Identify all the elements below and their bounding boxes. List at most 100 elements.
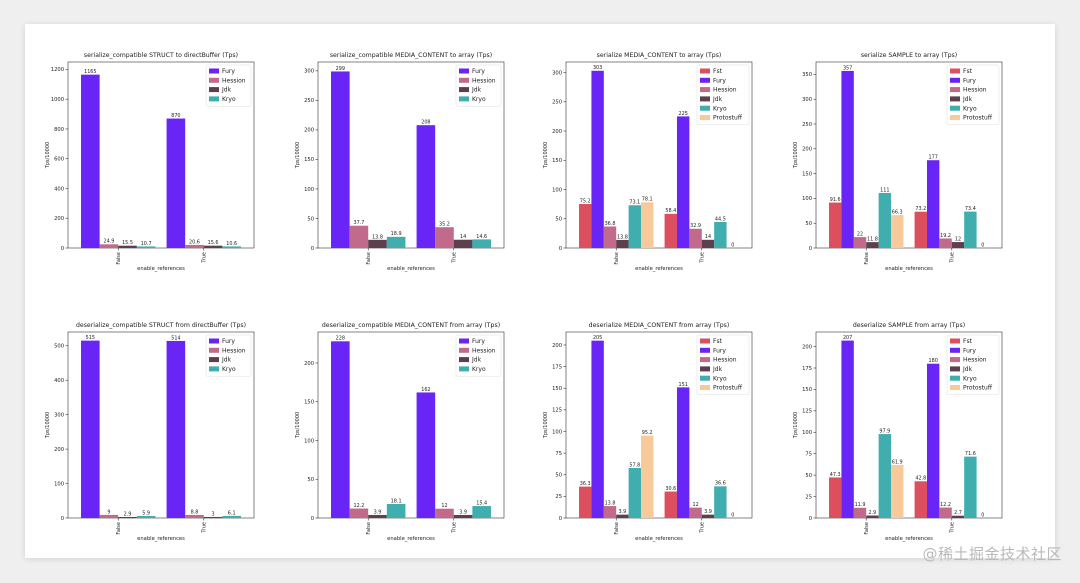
y-tick-label: 50 bbox=[307, 477, 314, 483]
x-axis-label: enable_references bbox=[635, 266, 683, 272]
chart-title: serialize_compatible STRUCT to directBuf… bbox=[84, 52, 238, 59]
data-label: 0 bbox=[981, 242, 984, 248]
y-tick-label: 300 bbox=[552, 70, 562, 76]
bar-hession-true bbox=[689, 507, 702, 518]
bar-jdk-false bbox=[368, 239, 387, 248]
legend-label-hession: Hession bbox=[713, 357, 737, 364]
y-tick-label: 600 bbox=[54, 157, 64, 163]
legend-swatch-fst bbox=[950, 68, 960, 74]
plot-frame bbox=[317, 61, 505, 249]
chart-svg: deserialize_compatible STRUCT from direc… bbox=[45, 322, 255, 542]
bar-jdk-false bbox=[368, 514, 387, 518]
legend-swatch-protostuff bbox=[700, 115, 710, 120]
bar-kryo-true bbox=[222, 515, 241, 518]
data-label: 20.6 bbox=[189, 239, 200, 245]
bar-hession-false bbox=[853, 237, 867, 248]
legend-swatch-jdk bbox=[209, 357, 219, 363]
legend-label-jdk: Jdk bbox=[962, 366, 973, 373]
bar-jdk-false bbox=[118, 517, 137, 518]
legend-label-kryo: Kryo bbox=[963, 375, 977, 382]
legend-label-protostuff: Protostuff bbox=[713, 385, 743, 392]
y-tick-label: 0 bbox=[61, 246, 64, 252]
bar-jdk-false bbox=[616, 239, 629, 248]
data-label: 180 bbox=[929, 358, 938, 364]
plot-frame bbox=[67, 61, 255, 249]
legend-swatch-hession bbox=[700, 357, 710, 363]
bar-kryo-false bbox=[628, 467, 642, 518]
data-label: 208 bbox=[421, 120, 430, 126]
y-tick-label: 175 bbox=[802, 366, 812, 372]
bar-fst-false bbox=[829, 202, 842, 248]
legend-swatch-fury bbox=[700, 77, 710, 83]
data-label: 205 bbox=[593, 335, 602, 341]
chart-deserialize-sample: deserialize SAMPLE from array (Tps) 0 25 50… bbox=[786, 320, 1012, 542]
data-label: 5.9 bbox=[142, 510, 150, 516]
data-label: 14 bbox=[460, 234, 466, 240]
y-tick-label: 0 bbox=[559, 246, 562, 252]
bar-hession-false bbox=[603, 226, 617, 248]
bar-fury-false bbox=[81, 74, 100, 248]
legend-label-kryo: Kryo bbox=[472, 366, 486, 373]
x-axis-label: enable_references bbox=[635, 536, 683, 542]
y-tick-label: 200 bbox=[54, 447, 64, 453]
bar-kryo-false bbox=[878, 192, 892, 248]
bar-jdk-true bbox=[701, 239, 715, 248]
legend-swatch-fst bbox=[950, 338, 960, 344]
legend-label-fury: Fury bbox=[222, 68, 235, 75]
legend-label-hession: Hession bbox=[963, 87, 987, 94]
x-tick-label: False bbox=[366, 252, 372, 265]
legend-swatch-fury bbox=[950, 347, 960, 353]
x-tick-label: False bbox=[116, 522, 122, 535]
x-tick-label: True bbox=[950, 252, 956, 264]
chart-serialize-compatible-media-content: serialize_compatible MEDIA_CONTENT to ar… bbox=[288, 50, 514, 272]
bar-fst-false bbox=[579, 204, 592, 248]
y-tick-label: 200 bbox=[552, 343, 562, 349]
data-label: 36.6 bbox=[715, 481, 726, 487]
y-tick-label: 75 bbox=[805, 452, 812, 458]
bar-fury-false bbox=[841, 70, 854, 248]
chart-title: deserialize_compatible STRUCT from direc… bbox=[76, 322, 246, 329]
legend-swatch-hession bbox=[950, 357, 960, 363]
y-tick-label: 300 bbox=[54, 412, 64, 418]
bar-fst-false bbox=[829, 477, 842, 518]
x-tick-label: True bbox=[452, 252, 458, 264]
legend-label-kryo: Kryo bbox=[963, 105, 977, 112]
data-label: 207 bbox=[843, 335, 852, 341]
y-tick-label: 75 bbox=[555, 451, 562, 457]
chart-title: deserialize MEDIA_CONTENT from array (Tp… bbox=[589, 322, 730, 329]
y-tick-label: 1000 bbox=[51, 97, 64, 103]
chart-title: deserialize SAMPLE from array (Tps) bbox=[853, 322, 965, 329]
legend-swatch-jdk bbox=[700, 366, 710, 372]
x-axis-label: enable_references bbox=[137, 266, 185, 272]
x-axis-label: enable_references bbox=[885, 536, 933, 542]
bar-kryo-false bbox=[878, 434, 892, 518]
data-label: 22 bbox=[857, 231, 863, 237]
data-label: 514 bbox=[171, 335, 180, 341]
data-label: 37.7 bbox=[353, 220, 364, 226]
data-label: 97.9 bbox=[879, 428, 890, 434]
data-label: 66.3 bbox=[892, 210, 903, 216]
data-label: 15.5 bbox=[122, 240, 133, 246]
y-axis-label: Tps/10000 bbox=[45, 142, 51, 169]
bar-fury-true bbox=[416, 392, 436, 518]
y-tick-label: 50 bbox=[805, 221, 812, 227]
y-tick-label: 250 bbox=[802, 122, 812, 128]
y-tick-label: 100 bbox=[304, 438, 314, 444]
legend-label-fst: Fst bbox=[963, 338, 973, 345]
legend-swatch-jdk bbox=[950, 96, 960, 102]
y-tick-label: 25 bbox=[555, 494, 562, 500]
x-tick-label: True bbox=[700, 252, 706, 264]
bar-kryo-true bbox=[964, 456, 977, 518]
bar-fury-false bbox=[591, 70, 604, 248]
y-tick-label: 150 bbox=[802, 171, 812, 177]
legend-swatch-fury bbox=[700, 347, 710, 353]
data-label: 10.6 bbox=[226, 241, 237, 247]
y-tick-label: 25 bbox=[805, 494, 812, 500]
plot-frame bbox=[317, 331, 505, 519]
y-tick-label: 500 bbox=[54, 344, 64, 350]
legend-label-kryo: Kryo bbox=[713, 105, 727, 112]
bar-fst-true bbox=[664, 213, 677, 248]
data-label: 303 bbox=[593, 65, 602, 71]
legend-label-jdk: Jdk bbox=[962, 96, 973, 103]
bar-fst-true bbox=[914, 481, 927, 518]
